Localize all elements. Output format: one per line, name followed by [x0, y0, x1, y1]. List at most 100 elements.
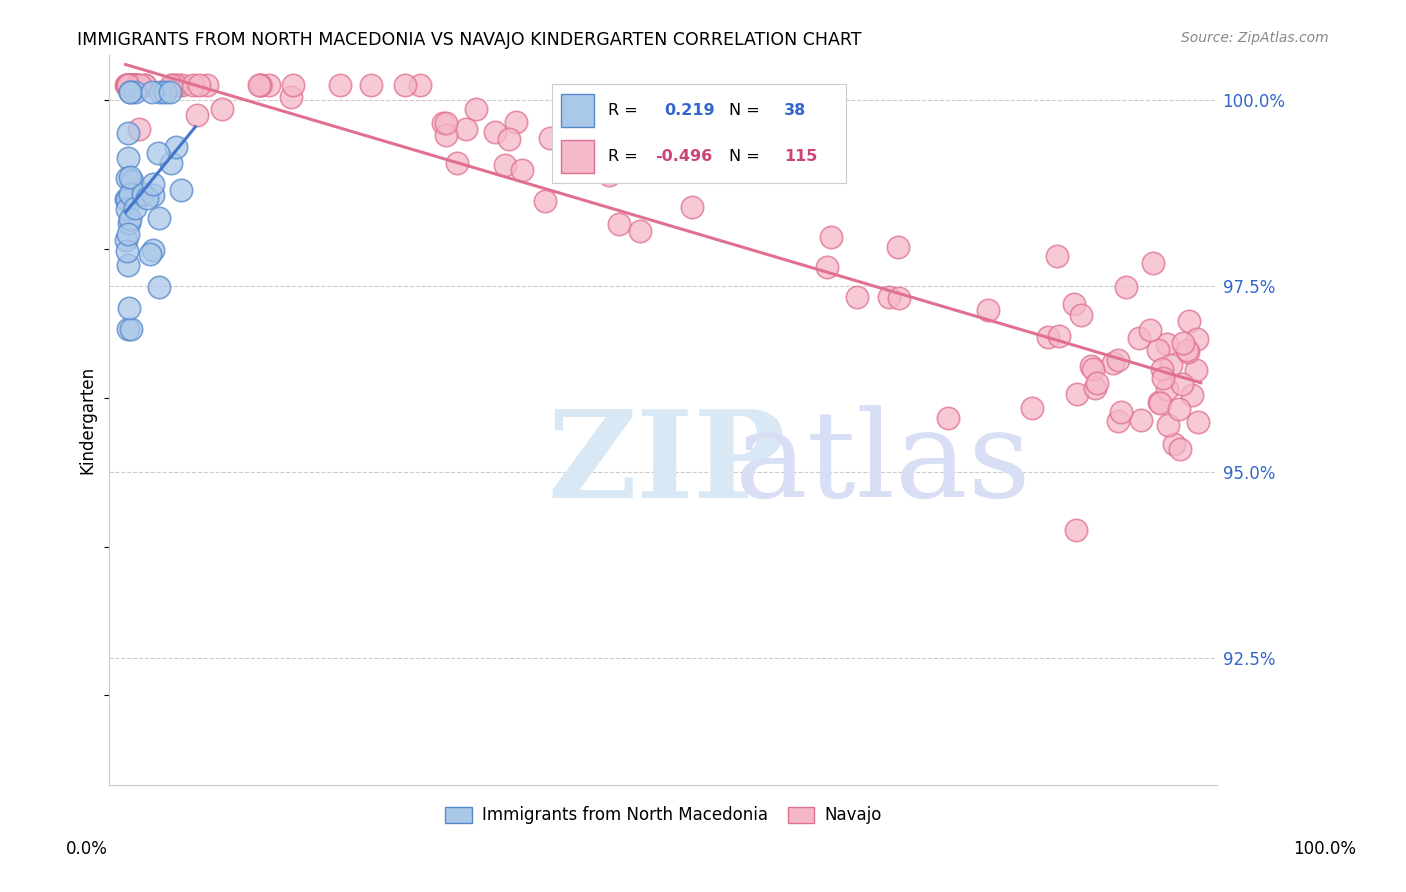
Point: [1115, 279, 1137, 293]
Point: [659, 164, 682, 178]
Point: [1168, 442, 1191, 456]
Point: [115, 78, 138, 92]
Point: [1128, 331, 1150, 345]
Point: [124, 201, 146, 215]
Point: [1173, 336, 1195, 351]
Point: [181, 78, 204, 92]
Point: [148, 280, 170, 294]
Point: [280, 90, 302, 104]
Point: [534, 194, 557, 209]
Point: [1156, 336, 1178, 351]
Point: [121, 78, 143, 92]
Text: 0.0%: 0.0%: [66, 840, 108, 858]
Point: [1066, 386, 1088, 401]
Point: [1107, 414, 1129, 428]
Point: [127, 78, 149, 92]
Point: [283, 78, 305, 92]
Point: [887, 291, 910, 305]
Point: [149, 86, 172, 100]
Point: [1168, 401, 1191, 416]
Point: [134, 78, 156, 92]
Point: [1063, 296, 1085, 310]
Point: [153, 86, 176, 100]
Point: [432, 116, 454, 130]
Point: [138, 247, 160, 261]
Point: [159, 86, 181, 100]
Point: [120, 322, 142, 336]
Point: [628, 224, 651, 238]
Point: [118, 301, 141, 316]
Text: ZIP: ZIP: [547, 405, 785, 523]
Text: IMMIGRANTS FROM NORTH MACEDONIA VS NAVAJO KINDERGARTEN CORRELATION CHART: IMMIGRANTS FROM NORTH MACEDONIA VS NAVAJ…: [77, 31, 862, 49]
Point: [1142, 256, 1164, 270]
Point: [434, 128, 457, 143]
Point: [117, 126, 139, 140]
Point: [1129, 413, 1152, 427]
Point: [124, 86, 146, 100]
Text: atlas: atlas: [735, 405, 1032, 522]
Point: [845, 290, 868, 304]
Point: [160, 78, 183, 92]
Point: [446, 155, 468, 169]
Point: [1156, 418, 1178, 433]
Point: [122, 78, 145, 92]
Point: [257, 78, 280, 92]
Point: [329, 78, 352, 92]
Point: [142, 243, 165, 257]
Point: [124, 78, 146, 92]
Y-axis label: Kindergarten: Kindergarten: [79, 366, 96, 474]
Point: [886, 240, 908, 254]
Point: [122, 78, 145, 92]
Point: [115, 78, 138, 92]
Point: [115, 78, 138, 92]
Point: [122, 78, 145, 92]
Legend: Immigrants from North Macedonia, Navajo: Immigrants from North Macedonia, Navajo: [439, 800, 889, 831]
Point: [117, 78, 139, 92]
Point: [160, 78, 183, 92]
Point: [141, 86, 163, 100]
Point: [117, 78, 139, 92]
Point: [148, 211, 170, 225]
Point: [117, 322, 139, 336]
Point: [188, 78, 211, 92]
Point: [249, 78, 271, 92]
Point: [115, 202, 138, 217]
Point: [186, 108, 208, 122]
Point: [484, 124, 506, 138]
Point: [125, 78, 148, 92]
Point: [716, 144, 738, 158]
Point: [142, 177, 165, 191]
Point: [172, 78, 194, 92]
Point: [879, 290, 901, 304]
Point: [1021, 401, 1043, 416]
Point: [211, 102, 233, 116]
Point: [146, 146, 169, 161]
Point: [125, 78, 148, 92]
Point: [117, 78, 139, 92]
Point: [409, 78, 432, 92]
Point: [456, 122, 478, 136]
Point: [195, 78, 218, 92]
Point: [1046, 248, 1069, 262]
Point: [464, 102, 486, 116]
Point: [165, 140, 187, 154]
Point: [120, 211, 142, 226]
Point: [1185, 332, 1208, 346]
Point: [142, 187, 165, 202]
Point: [360, 78, 382, 92]
Point: [117, 227, 139, 241]
Point: [598, 168, 620, 182]
Point: [1187, 415, 1209, 429]
Point: [1181, 388, 1204, 402]
Point: [1084, 381, 1107, 395]
Point: [1175, 343, 1198, 357]
Point: [163, 78, 186, 92]
Point: [1150, 362, 1173, 376]
Text: 100.0%: 100.0%: [1294, 840, 1355, 858]
Point: [117, 78, 139, 92]
Point: [167, 78, 190, 92]
Point: [122, 78, 145, 92]
Point: [169, 183, 191, 197]
Text: Source: ZipAtlas.com: Source: ZipAtlas.com: [1181, 31, 1329, 45]
Point: [1036, 330, 1059, 344]
